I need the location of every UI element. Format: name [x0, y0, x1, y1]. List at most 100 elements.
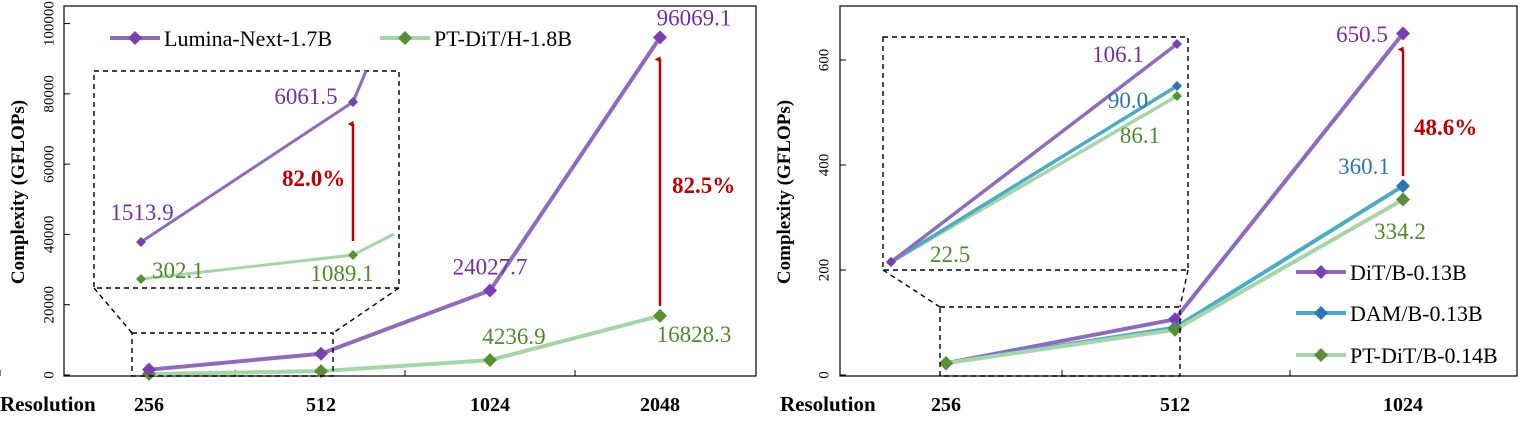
left-data-labels: 24027.7 96069.1 4236.9 16828.3	[453, 5, 732, 349]
right-series-group	[939, 26, 1410, 371]
left-inset-series	[136, 70, 395, 284]
right-point-pt-dit-b-0-14b	[939, 356, 953, 371]
left-xtick-label: 1024	[470, 394, 510, 416]
legend-marker-lumina	[128, 31, 142, 45]
left-x-ticks: 256 512 1024 2048	[0, 370, 680, 416]
left-inset-point-ptdit-h	[348, 250, 358, 260]
right-inset-labels: 106.1 90.0 86.1 22.5	[930, 42, 1160, 267]
left-line-lumina-next-1-7b	[148, 36, 662, 372]
legend-marker-ptdit-h	[398, 31, 412, 45]
left-zoom-connector-right	[332, 287, 400, 334]
right-inset-line-dam-b-0-13b	[890, 84, 1178, 264]
left-chart: 0 20000 40000 60000 80000 100000 Complexity (…	[0, 1, 757, 416]
left-inset-point-ptdit-h	[136, 274, 146, 284]
legend-marker-dit-b	[1314, 265, 1328, 279]
right-inset-point-dit-b-0-13b	[886, 257, 896, 267]
left-inset-label-lumina-512: 6061.5	[274, 84, 337, 109]
left-inset-point-lumina	[348, 97, 358, 107]
right-ytick-label: 200	[816, 259, 832, 282]
left-zoom-inset: 1513.9 6061.5 302.1 1089.1 82.0%	[93, 70, 400, 377]
right-label-ptdit-1024: 334.2	[1374, 219, 1426, 244]
left-point-pt-dit-h-1-8b	[314, 364, 328, 379]
right-inset-label-dam-512: 90.0	[1108, 88, 1148, 113]
right-label-dam-1024: 360.1	[1338, 154, 1390, 179]
right-inset-label-ptdit-512: 86.1	[1120, 123, 1160, 148]
left-point-lumina-next-1-7b	[142, 362, 156, 377]
left-line-pt-dit-h-1-8b	[148, 313, 661, 376]
left-legend: Lumina-Next-1.7B PT-DiT/H-1.8B	[110, 26, 572, 51]
left-ytick-label: 0	[41, 371, 57, 379]
left-zoom-connector-left	[93, 287, 133, 334]
legend-label-dam-b: DAM/B-0.13B	[1350, 301, 1483, 326]
left-series-group	[142, 30, 667, 381]
left-plot-frame	[63, 5, 757, 377]
left-ytick-label: 40000	[41, 216, 57, 254]
left-ytick-label: 60000	[41, 145, 57, 183]
left-inset-label-ptdit-256: 302.1	[152, 258, 204, 283]
right-point-pt-dit-b-0-14b	[1396, 192, 1410, 207]
left-xtick-label: 512	[306, 394, 336, 416]
right-zoom-region	[939, 306, 1181, 377]
right-label-dit-1024: 650.5	[1336, 22, 1388, 47]
left-label-lumina-2048: 96069.1	[657, 5, 732, 30]
right-point-dit-b-0-13b	[1168, 312, 1182, 327]
legend-marker-dam-b	[1314, 306, 1328, 320]
right-inset-label-dit-512: 106.1	[1092, 42, 1144, 67]
right-zoom-connector-right	[1179, 269, 1189, 308]
right-inset-point-dam-b-0-13b	[1172, 81, 1182, 91]
left-ytick-label: 100000	[41, 1, 57, 46]
left-inset-point-lumina	[136, 237, 146, 247]
left-ytick-label: 20000	[41, 286, 57, 324]
left-xtick-label: 2048	[640, 394, 680, 416]
right-ytick-label: 400	[816, 154, 832, 177]
left-zoom-region	[131, 332, 334, 377]
right-y-axis: 0 200 400 600	[816, 49, 846, 379]
right-chart: 0 200 400 600 Complexity (GFLOPs) Resolutio…	[774, 5, 1518, 416]
legend-label-ptdit-b: PT-DiT/B-0.14B	[1350, 343, 1498, 368]
legend-label-lumina: Lumina-Next-1.7B	[164, 26, 332, 51]
left-point-pt-dit-h-1-8b	[483, 353, 497, 368]
left-ytick-label: 80000	[41, 75, 57, 113]
right-inset-label-ptdit-256: 22.5	[930, 242, 970, 267]
right-legend: DiT/B-0.13B DAM/B-0.13B PT-DiT/B-0.14B	[1296, 260, 1498, 368]
left-label-ptdit-1024: 4236.9	[482, 324, 545, 349]
right-y-axis-label: Complexity (GFLOPs)	[774, 100, 795, 284]
legend-label-dit-b: DiT/B-0.13B	[1350, 260, 1467, 285]
right-x-ticks: 256 512 1024	[931, 370, 1423, 416]
right-xtick-label: 1024	[1383, 394, 1423, 416]
right-inset-line-dit-b-0-13b	[889, 42, 1179, 264]
left-point-lumina-next-1-7b	[483, 283, 497, 298]
right-x-axis-label: Resolution	[780, 392, 876, 416]
right-zoom-connector-left	[882, 269, 941, 308]
legend-label-ptdit-h: PT-DiT/H-1.8B	[434, 26, 572, 51]
right-ytick-label: 600	[816, 49, 832, 72]
left-xtick-label: 256	[134, 394, 164, 416]
right-ytick-label: 0	[816, 371, 832, 379]
left-point-lumina-next-1-7b	[653, 30, 667, 45]
left-reduction-2048: 82.5%	[672, 173, 735, 198]
right-point-dam-b-0-13b	[1396, 178, 1410, 193]
right-reduction-1024: 48.6%	[1414, 115, 1477, 140]
left-y-axis: 0 20000 40000 60000 80000 100000	[41, 1, 70, 379]
left-point-pt-dit-h-1-8b	[653, 308, 667, 323]
left-x-axis-label: Resolution	[0, 392, 96, 416]
right-data-labels: 650.5 360.1 334.2	[1336, 22, 1426, 244]
legend-marker-ptdit-b	[1314, 348, 1328, 362]
left-y-axis-label: Complexity (GFLOPs)	[8, 100, 29, 284]
right-zoom-inset: 106.1 90.0 86.1 22.5	[882, 36, 1189, 377]
left-inset-label-lumina-256: 1513.9	[110, 200, 173, 225]
left-label-lumina-1024: 24027.7	[453, 255, 528, 280]
right-xtick-label: 512	[1160, 394, 1190, 416]
left-inset-label-ptdit-512: 1089.1	[310, 261, 373, 286]
right-inset-point-dit-b-0-13b	[1172, 39, 1182, 49]
left-label-ptdit-2048: 16828.3	[657, 322, 732, 347]
right-inset-point-pt-dit-b-0-14b	[1172, 91, 1182, 101]
left-inset-frame	[93, 70, 400, 289]
right-point-pt-dit-b-0-14b	[1168, 322, 1182, 337]
right-inset-series	[886, 39, 1182, 267]
left-point-lumina-next-1-7b	[314, 346, 328, 361]
left-inset-labels: 1513.9 6061.5 302.1 1089.1	[110, 84, 373, 286]
right-xtick-label: 256	[931, 394, 961, 416]
